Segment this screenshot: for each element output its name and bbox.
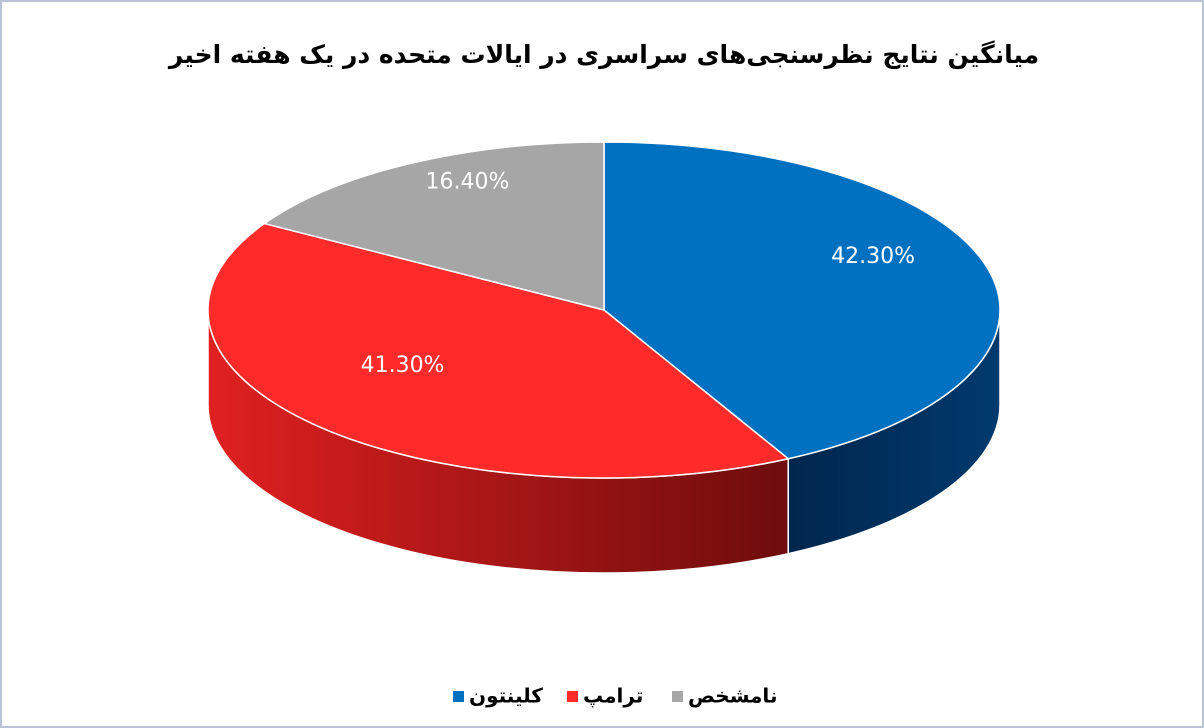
legend: کلینتون ترامپ نامشخص bbox=[453, 684, 777, 708]
data-label: 41.30% bbox=[361, 353, 445, 378]
data-label: 16.40% bbox=[425, 170, 509, 195]
data-label: 42.30% bbox=[831, 244, 915, 269]
legend-swatch bbox=[567, 691, 578, 702]
chart-title: میانگین نتایج نظرسنجی‌های سراسری در ایال… bbox=[167, 40, 1039, 70]
legend-label: نامشخص bbox=[688, 684, 777, 708]
pie-slice bbox=[262, 141, 605, 311]
legend-label: کلینتون bbox=[469, 684, 543, 708]
legend-swatch bbox=[453, 691, 464, 702]
legend-swatch bbox=[672, 691, 683, 702]
pie-slice bbox=[207, 222, 790, 479]
legend-label: ترامپ bbox=[583, 684, 643, 708]
pie: 42.30% 41.30% 16.40% bbox=[207, 141, 1001, 574]
pie-slice bbox=[603, 141, 1001, 460]
